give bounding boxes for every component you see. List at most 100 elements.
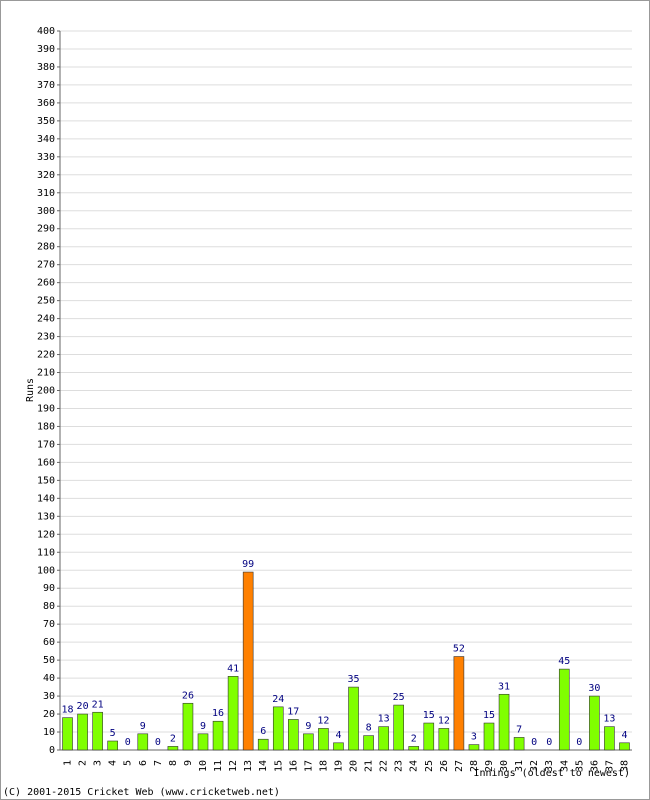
x-tick-label: 17 bbox=[303, 760, 314, 772]
bar bbox=[288, 719, 299, 751]
bar bbox=[513, 737, 525, 751]
value-label: 52 bbox=[453, 644, 465, 655]
value-label: 15 bbox=[483, 710, 495, 721]
bar bbox=[257, 738, 269, 751]
x-tick-label: 3 bbox=[93, 760, 104, 766]
value-label: 0 bbox=[155, 737, 161, 748]
y-tick-label: 100 bbox=[37, 565, 55, 576]
y-tick-label: 360 bbox=[37, 98, 55, 109]
bar bbox=[182, 702, 194, 751]
value-label: 3 bbox=[471, 732, 477, 743]
value-label: 17 bbox=[287, 706, 299, 717]
x-tick-label: 35 bbox=[574, 760, 585, 772]
bar bbox=[197, 733, 209, 751]
x-tick-label: 19 bbox=[333, 760, 344, 772]
y-tick-label: 200 bbox=[37, 386, 55, 397]
x-tick-label: 6 bbox=[138, 760, 149, 766]
value-label: 2 bbox=[170, 733, 176, 744]
bar bbox=[589, 695, 600, 751]
bar bbox=[558, 668, 570, 751]
x-tick-label: 22 bbox=[379, 760, 390, 772]
y-tick-label: 70 bbox=[43, 619, 55, 630]
y-tick-label: 330 bbox=[37, 152, 55, 163]
bar bbox=[333, 742, 344, 751]
x-tick-label: 21 bbox=[364, 760, 375, 772]
x-tick-label: 31 bbox=[514, 760, 525, 772]
value-label: 99 bbox=[242, 559, 254, 570]
y-tick-label: 50 bbox=[43, 655, 55, 666]
bar bbox=[619, 742, 630, 751]
bar bbox=[272, 706, 284, 751]
value-label: 16 bbox=[212, 708, 224, 719]
value-label: 9 bbox=[140, 721, 146, 732]
value-label: 20 bbox=[77, 701, 89, 712]
x-tick-label: 23 bbox=[394, 760, 405, 772]
y-tick-label: 320 bbox=[37, 170, 55, 181]
value-label: 0 bbox=[546, 737, 552, 748]
y-tick-label: 400 bbox=[37, 26, 55, 37]
bar bbox=[423, 722, 435, 751]
y-tick-label: 170 bbox=[37, 439, 55, 450]
bar bbox=[303, 733, 314, 751]
y-tick-label: 310 bbox=[37, 188, 55, 199]
value-label: 4 bbox=[621, 730, 627, 741]
x-tick-label: 10 bbox=[198, 760, 209, 772]
bar bbox=[498, 693, 510, 751]
x-tick-label: 15 bbox=[273, 760, 284, 772]
x-tick-label: 29 bbox=[484, 760, 495, 772]
value-label: 8 bbox=[366, 723, 372, 734]
value-label: 2 bbox=[411, 733, 417, 744]
y-tick-label: 130 bbox=[37, 511, 55, 522]
bar bbox=[438, 728, 450, 751]
value-label: 9 bbox=[200, 721, 206, 732]
x-tick-label: 30 bbox=[499, 760, 510, 772]
bar bbox=[453, 656, 465, 751]
y-tick-label: 80 bbox=[43, 601, 55, 612]
x-tick-label: 18 bbox=[318, 760, 329, 772]
value-label: 31 bbox=[498, 681, 510, 692]
value-label: 0 bbox=[531, 737, 537, 748]
x-tick-label: 9 bbox=[183, 760, 194, 766]
y-tick-label: 290 bbox=[37, 224, 55, 235]
y-tick-label: 180 bbox=[37, 421, 55, 432]
value-label: 15 bbox=[423, 710, 435, 721]
y-tick-label: 220 bbox=[37, 350, 55, 361]
footer: (C) 2001-2015 Cricket Web (www.cricketwe… bbox=[3, 787, 280, 798]
value-label: 35 bbox=[348, 674, 360, 685]
value-label: 7 bbox=[516, 724, 522, 735]
bar bbox=[348, 686, 359, 751]
y-tick-label: 260 bbox=[37, 278, 55, 289]
bar bbox=[227, 676, 239, 751]
x-tick-label: 37 bbox=[604, 760, 615, 772]
value-label: 12 bbox=[438, 715, 450, 726]
y-tick-label: 340 bbox=[37, 134, 55, 145]
value-label: 25 bbox=[393, 692, 405, 703]
x-tick-label: 26 bbox=[439, 760, 450, 772]
value-label: 21 bbox=[92, 699, 104, 710]
bar bbox=[604, 726, 615, 751]
value-label: 41 bbox=[227, 663, 239, 674]
bar bbox=[107, 740, 118, 751]
value-label: 13 bbox=[378, 714, 390, 725]
x-tick-label: 25 bbox=[424, 760, 435, 772]
value-label: 30 bbox=[588, 683, 600, 694]
value-label: 26 bbox=[182, 690, 194, 701]
value-label: 0 bbox=[125, 737, 131, 748]
y-tick-label: 210 bbox=[37, 368, 55, 379]
bar bbox=[363, 735, 374, 751]
y-tick-label: 20 bbox=[43, 709, 55, 720]
y-tick-label: 370 bbox=[37, 80, 55, 91]
y-tick-label: 350 bbox=[37, 116, 55, 127]
value-label: 0 bbox=[576, 737, 582, 748]
x-tick-label: 5 bbox=[123, 760, 134, 766]
y-tick-label: 240 bbox=[37, 314, 55, 325]
y-tick-label: 190 bbox=[37, 403, 55, 414]
y-tick-label: 150 bbox=[37, 475, 55, 486]
y-tick-label: 0 bbox=[49, 745, 55, 756]
y-tick-label: 90 bbox=[43, 583, 55, 594]
x-tick-label: 24 bbox=[409, 760, 420, 772]
bar bbox=[92, 711, 103, 751]
y-tick-label: 40 bbox=[43, 673, 55, 684]
bar bbox=[212, 720, 224, 751]
